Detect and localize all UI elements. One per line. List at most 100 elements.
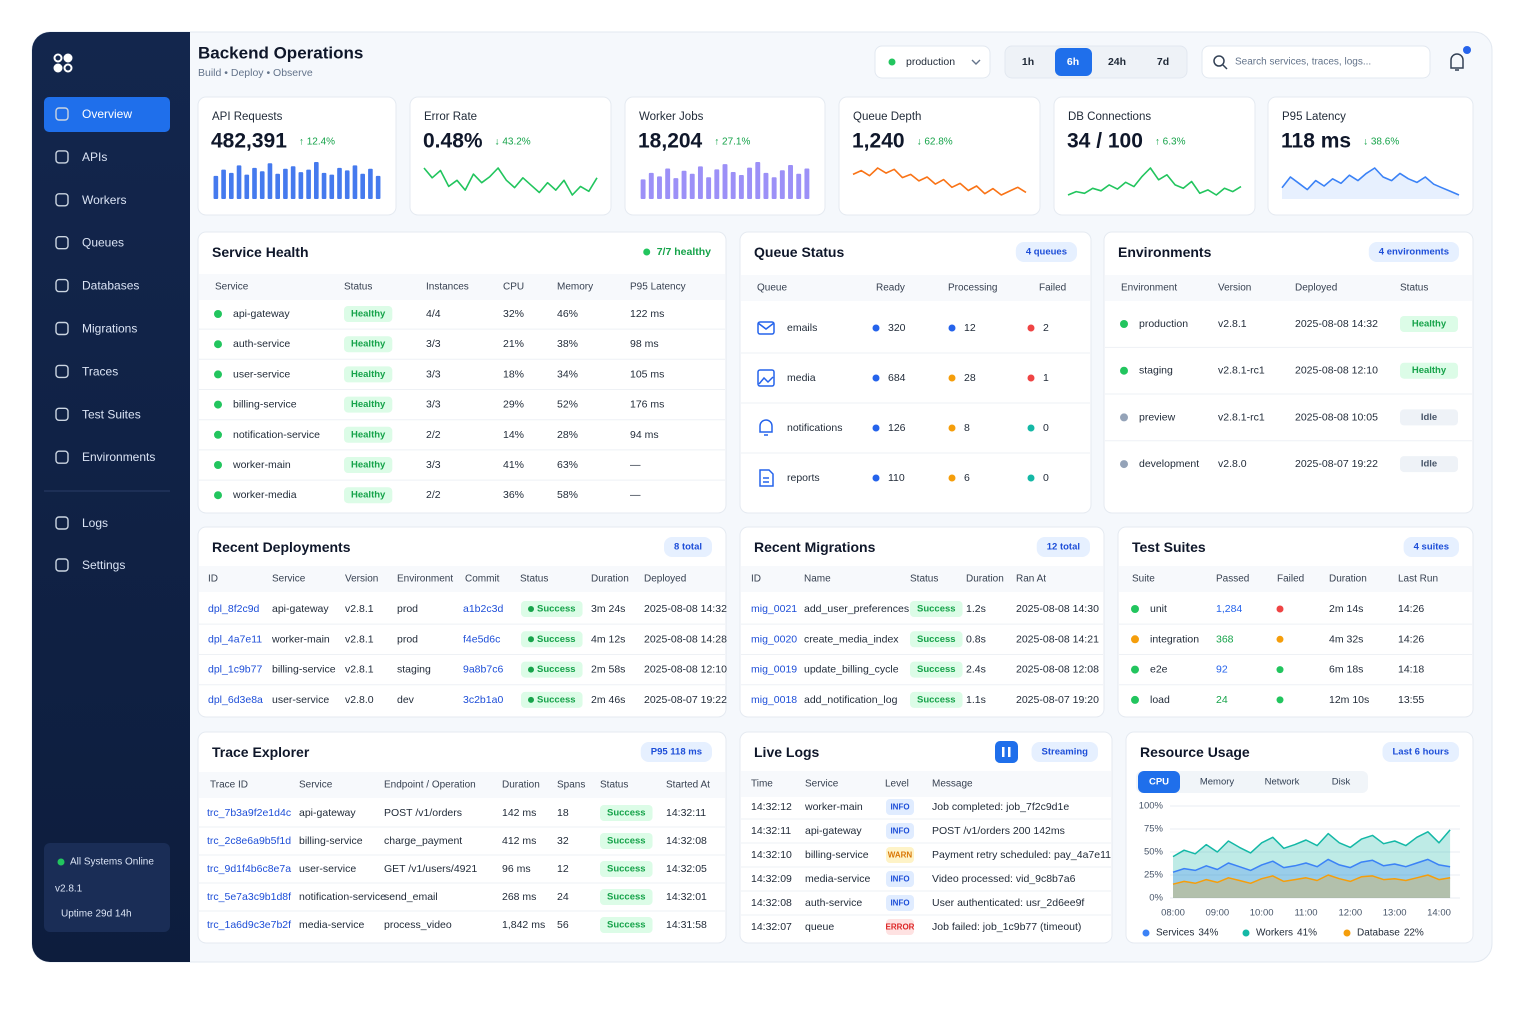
cell: integration: [1150, 633, 1199, 645]
count-dot: [948, 374, 956, 382]
badge: [1403, 537, 1459, 557]
queue-icon: [758, 376, 774, 385]
cell: user-service: [233, 368, 290, 380]
link-cell[interactable]: trc_7b3a9f2e1d4c: [207, 807, 291, 819]
link-cell[interactable]: dpl_8f2c9d: [208, 603, 260, 615]
range-button[interactable]: 7d: [1157, 56, 1169, 68]
column-header: CPU: [503, 282, 524, 293]
nav-item[interactable]: Databases: [82, 279, 139, 293]
nav-item[interactable]: Overview: [82, 107, 132, 121]
cell: 14:32:01: [666, 891, 707, 903]
nav-icon: [55, 321, 69, 336]
search-icon: [1213, 55, 1225, 67]
link-cell[interactable]: dpl_6d3e8a: [208, 694, 263, 706]
status-text: Success: [607, 864, 646, 875]
count: 126: [888, 422, 906, 434]
status-text: Success: [917, 694, 956, 705]
link-cell[interactable]: trc_2c8e6a9b5f1d: [207, 835, 291, 847]
nav-icon: [55, 150, 69, 164]
cell: staging: [397, 664, 431, 676]
link-cell[interactable]: f4e5d6c: [463, 633, 500, 645]
status-text: Healthy: [351, 399, 386, 410]
status-pill: [910, 691, 963, 708]
nav-item[interactable]: Environments: [82, 450, 155, 464]
search-box[interactable]: [1201, 45, 1431, 79]
range-button[interactable]: 1h: [1022, 56, 1034, 68]
link-cell[interactable]: dpl_1c9b77: [208, 664, 262, 676]
link-cell[interactable]: mig_0021: [751, 603, 797, 615]
nav-item[interactable]: Migrations: [82, 322, 137, 336]
panel-title: Environments: [1118, 244, 1212, 260]
status-text: Healthy: [351, 339, 386, 350]
status-pill: [600, 861, 653, 877]
cell: v2.8.1: [1218, 318, 1247, 330]
range-button[interactable]: 6h: [1067, 56, 1079, 68]
link-cell[interactable]: mig_0018: [751, 694, 797, 706]
cell: 0.8s: [966, 633, 986, 645]
column-header: Version: [1218, 283, 1251, 294]
count: 110: [888, 472, 905, 484]
cell: 2025-08-08 14:21: [1016, 633, 1099, 645]
link-cell[interactable]: trc_5e7a3c9b1d8f: [207, 891, 291, 903]
range-button[interactable]: 24h: [1108, 56, 1126, 68]
column-header: Status: [520, 574, 548, 585]
table-header: [199, 772, 725, 798]
pause-button[interactable]: [995, 741, 1018, 763]
sparkline-bar: [321, 172, 327, 199]
count: 684: [888, 372, 906, 384]
cell: staging: [1139, 365, 1173, 377]
queue-name: media: [787, 372, 816, 384]
link-cell[interactable]: trc_1a6d9c3e7b2f: [207, 919, 291, 931]
legend-value: 22%: [1404, 928, 1424, 939]
cell: auth-service: [233, 338, 290, 350]
sparkline-bar: [755, 162, 761, 199]
cell: 29%: [503, 399, 524, 411]
nav-item[interactable]: Workers: [82, 193, 126, 207]
tab[interactable]: CPU: [1149, 777, 1169, 788]
nav-item[interactable]: Queues: [82, 236, 124, 250]
badge: [1368, 242, 1459, 262]
link-cell[interactable]: mig_0019: [751, 664, 797, 676]
sparkline-bar: [697, 166, 703, 199]
notification-bell[interactable]: [1450, 53, 1464, 71]
nav-item[interactable]: Traces: [82, 364, 118, 378]
status-pill: [344, 336, 393, 353]
nav-item[interactable]: APIs: [82, 150, 107, 164]
link-cell[interactable]: mig_0020: [751, 633, 797, 645]
nav-item[interactable]: Test Suites: [82, 407, 141, 421]
status-pill: [344, 457, 393, 473]
link-cell[interactable]: dpl_4a7e11: [208, 633, 262, 645]
link-cell[interactable]: 9a8b7c6: [463, 664, 503, 676]
area-line: [1172, 874, 1451, 885]
link-cell[interactable]: 3c2b1a0: [463, 694, 503, 706]
sparkline-bar: [298, 172, 304, 199]
cell: add_notification_log: [804, 694, 898, 706]
table-header: [1105, 275, 1472, 301]
column-header: Duration: [966, 574, 1004, 585]
environment-select[interactable]: [874, 45, 991, 79]
status-text: Success: [607, 808, 646, 819]
sparkline-bar: [375, 175, 381, 199]
link-cell[interactable]: trc_9d1f4b6c8e7a: [207, 863, 291, 875]
uptime: Uptime 29d 14h: [61, 909, 132, 920]
cell: 2/2: [426, 429, 441, 441]
cell: Job completed: job_7f2c9d1e: [932, 801, 1069, 813]
nav-item[interactable]: Logs: [82, 516, 108, 530]
queue-icon: [759, 419, 773, 436]
tab[interactable]: Memory: [1200, 777, 1235, 788]
legend-swatch: [1343, 929, 1351, 937]
count-dot: [948, 474, 956, 482]
failed-dot: [1276, 605, 1284, 613]
count: 92: [1216, 664, 1228, 676]
status-pill: [886, 871, 914, 887]
status-pill: [910, 631, 963, 648]
tab[interactable]: Network: [1265, 777, 1300, 788]
tab[interactable]: Disk: [1332, 777, 1351, 788]
cell: dev: [397, 694, 415, 706]
link-cell[interactable]: a1b2c3d: [463, 603, 503, 615]
sparkline: [852, 167, 1027, 196]
nav-item[interactable]: Settings: [82, 558, 125, 572]
badge: [1015, 242, 1077, 262]
count-dot: [1027, 424, 1035, 432]
